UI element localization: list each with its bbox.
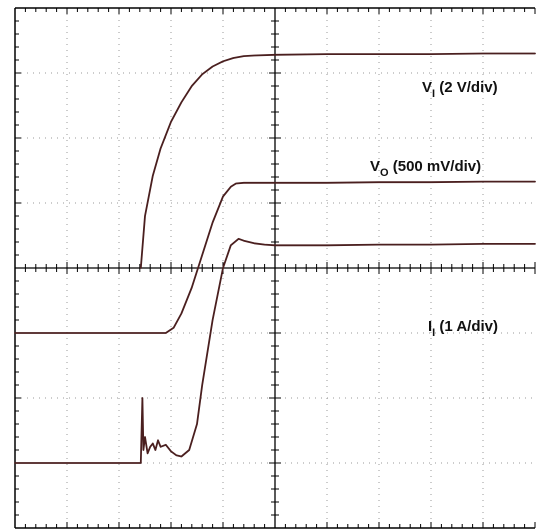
- trace-label-vi: VI (2 V/div): [422, 79, 498, 100]
- graticule: [14, 7, 536, 529]
- trace-vo: [14, 180, 536, 334]
- trace-label-vo: VO (500 mV/div): [370, 158, 481, 179]
- trace-ii: [14, 237, 536, 464]
- traces: [14, 52, 536, 464]
- trace-label-ii: II (1 A/div): [428, 318, 498, 339]
- trace-vi: [139, 52, 536, 269]
